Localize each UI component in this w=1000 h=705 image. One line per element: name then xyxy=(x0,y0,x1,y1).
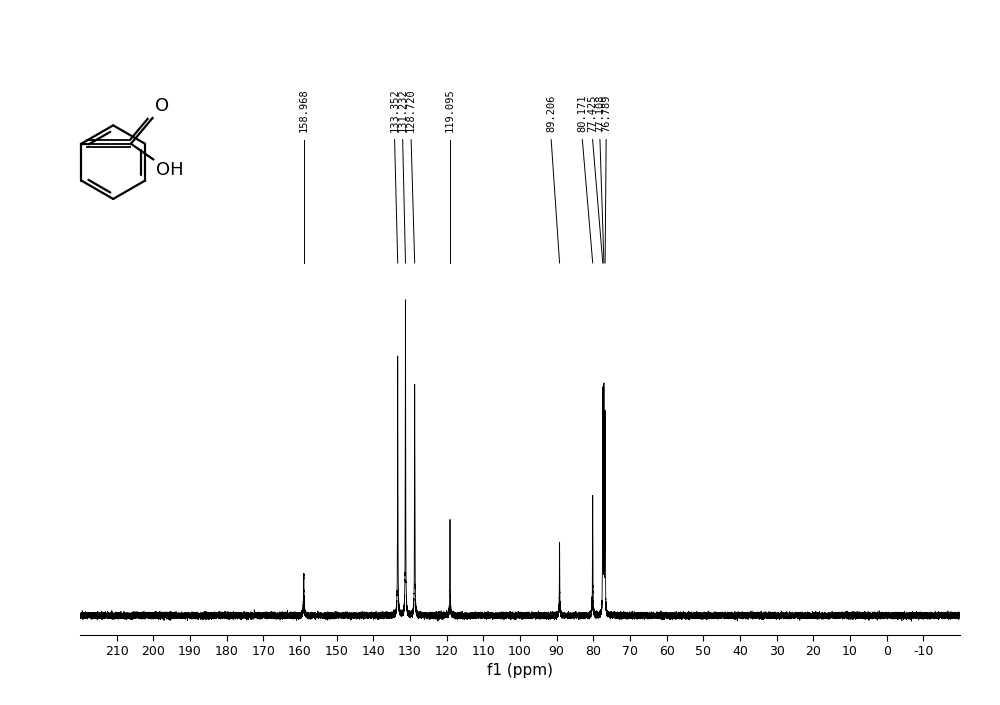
Text: 80.171: 80.171 xyxy=(577,94,587,133)
Text: OH: OH xyxy=(156,161,183,179)
Text: 158.968: 158.968 xyxy=(299,88,309,133)
Text: 89.206: 89.206 xyxy=(546,94,556,133)
Text: O: O xyxy=(155,97,169,116)
Text: 77.425: 77.425 xyxy=(588,94,598,133)
Text: 128.720: 128.720 xyxy=(406,88,416,133)
Text: 77.108: 77.108 xyxy=(595,94,605,133)
Text: 131.232: 131.232 xyxy=(398,88,408,133)
Text: 76.789: 76.789 xyxy=(601,94,611,133)
X-axis label: f1 (ppm): f1 (ppm) xyxy=(487,663,553,678)
Text: 133.352: 133.352 xyxy=(390,88,400,133)
Text: 119.095: 119.095 xyxy=(445,88,455,133)
